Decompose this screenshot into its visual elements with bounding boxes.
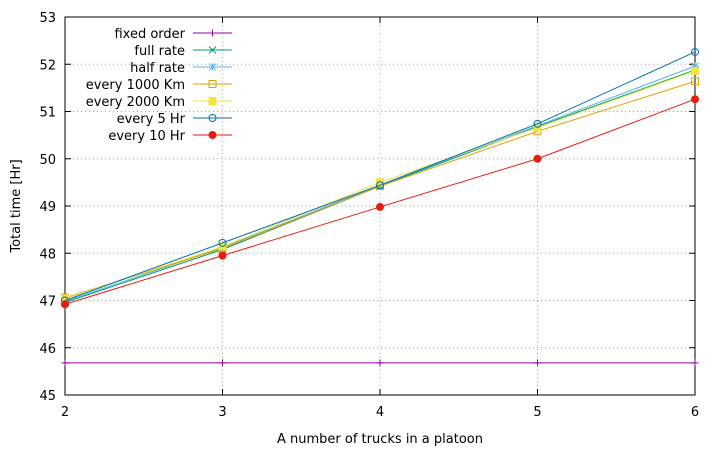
data-point xyxy=(533,119,542,128)
data-point xyxy=(691,47,699,56)
series-fixed-order xyxy=(61,359,699,367)
legend-item: full rate xyxy=(134,44,232,59)
x-tick-label: 2 xyxy=(61,405,69,420)
data-point xyxy=(691,62,699,70)
series-every-10-hr xyxy=(61,95,699,309)
y-tick-label: 52 xyxy=(39,58,56,73)
legend-item: every 1000 Km xyxy=(86,78,232,93)
y-tick-label: 48 xyxy=(39,247,56,262)
legend-item: every 2000 Km xyxy=(86,95,232,110)
y-tick-label: 46 xyxy=(39,342,56,357)
y-tick-label: 47 xyxy=(39,295,56,310)
legend-label: half rate xyxy=(130,61,185,76)
data-point xyxy=(691,95,699,104)
legend-label: fixed order xyxy=(114,27,185,42)
y-tick-label: 49 xyxy=(39,200,56,215)
legend-marker xyxy=(208,114,217,122)
series-line xyxy=(64,51,696,301)
x-axis-label: A number of trucks in a platoon xyxy=(277,432,483,447)
x-tick-label: 6 xyxy=(691,405,699,420)
legend-label: every 1000 Km xyxy=(86,78,185,93)
data-point xyxy=(691,66,699,75)
legend-label: full rate xyxy=(134,44,185,59)
series-group xyxy=(61,47,699,367)
data-point xyxy=(376,202,384,211)
grid xyxy=(65,17,695,395)
x-tick-label: 4 xyxy=(376,405,384,420)
legend-marker xyxy=(208,46,217,54)
data-point xyxy=(376,181,384,190)
data-point xyxy=(219,359,226,367)
data-point xyxy=(61,300,69,309)
x-tick-label: 3 xyxy=(218,405,226,420)
legend-item: half rate xyxy=(130,61,232,76)
data-point xyxy=(218,238,227,247)
legend: fixed order full rate half rate every 1000 … xyxy=(86,27,232,144)
data-point xyxy=(218,251,227,260)
data-point xyxy=(376,359,384,367)
y-tick-label: 50 xyxy=(39,153,56,168)
y-tick-label: 45 xyxy=(39,389,56,404)
y-tick-label: 53 xyxy=(39,11,56,26)
y-axis-label: Total time [Hr] xyxy=(9,159,24,253)
legend-item: fixed order xyxy=(114,27,232,42)
legend-marker xyxy=(208,97,217,105)
legend-label: every 2000 Km xyxy=(86,95,185,110)
data-point xyxy=(533,154,542,163)
legend-marker xyxy=(208,131,217,139)
data-point xyxy=(691,359,699,367)
legend-label: every 10 Hr xyxy=(108,129,185,144)
series-every-5-hr xyxy=(61,47,699,305)
data-point xyxy=(61,359,69,367)
data-point xyxy=(534,359,541,367)
data-point xyxy=(376,178,384,187)
legend-item: every 10 Hr xyxy=(108,129,232,144)
legend-label: every 5 Hr xyxy=(117,112,186,127)
data-point xyxy=(691,77,699,86)
legend-item: every 5 Hr xyxy=(117,112,232,127)
legend-marker xyxy=(208,63,217,71)
y-tick-label: 51 xyxy=(39,106,56,121)
legend-marker xyxy=(208,80,217,88)
legend-marker xyxy=(209,29,216,37)
x-tick-label: 5 xyxy=(533,405,541,420)
